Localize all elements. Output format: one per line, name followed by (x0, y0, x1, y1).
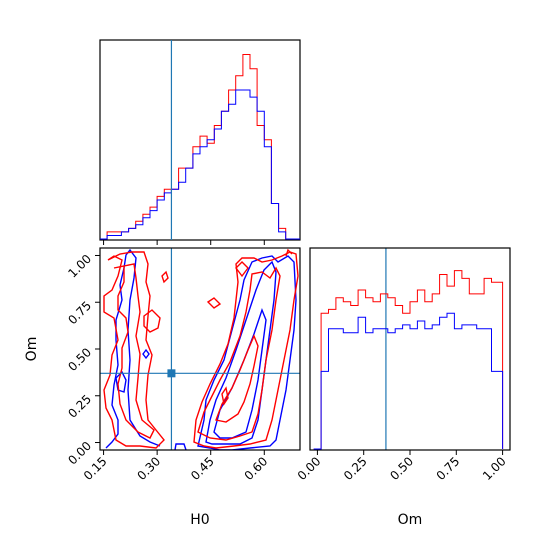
x-axis-label-om: Om (398, 512, 423, 528)
contour-red-left-outer (103, 251, 165, 449)
hist-h0-frame (99, 39, 301, 241)
hist-om-ticks: 0.00 0.25 0.50 0.75 1.00 (295, 450, 509, 483)
contour-red-small-3 (161, 270, 169, 284)
contour-blue-left-inner (115, 370, 127, 393)
contour-red-small-4 (221, 386, 229, 406)
contour-series (103, 248, 299, 450)
contour-red-small-2 (235, 261, 249, 278)
contour-red-right-outer (193, 251, 299, 449)
y-axis-label-om: Om (24, 337, 40, 362)
x-tick-label: 0.00 (295, 454, 324, 483)
hist-h0-series (100, 54, 300, 240)
contour-red-small-1 (206, 297, 222, 309)
x-tick-label: 0.60 (242, 454, 271, 483)
contour-red-top-right-peak (285, 248, 293, 257)
truth-marker (167, 369, 176, 378)
y-tick-label: 0.25 (65, 392, 94, 421)
x-tick-label: 1.00 (480, 454, 509, 483)
x-tick-label: 0.45 (188, 454, 217, 483)
hist-h0-ticks (103, 240, 265, 245)
contour-blue-diamond (142, 348, 150, 360)
truth-lines (100, 40, 387, 450)
contour-red-right-inner (215, 334, 259, 423)
y-tick-label: 0.75 (65, 298, 94, 327)
contour-red (103, 248, 299, 449)
y-tick-label: 1.00 (65, 252, 94, 281)
panel-hist-om: 0.00 0.25 0.50 0.75 1.00 Om (295, 247, 511, 528)
contour-red-left-mid (113, 263, 155, 439)
hist-om-series (313, 270, 504, 450)
contour-blue-right-outer (197, 255, 297, 450)
y-tick-label: 0.50 (65, 345, 94, 374)
panel-contour-h0-om: 0.15 0.30 0.45 0.600.000.250.500.751.00 H0 … (24, 40, 387, 528)
hist-om-frame (309, 247, 511, 451)
x-tick-label: 0.50 (387, 454, 416, 483)
hist-series-blue (100, 89, 300, 240)
x-tick-label: 0.15 (81, 454, 110, 483)
hist-series-red (313, 270, 504, 450)
contour-blue-bottom-blip (174, 443, 187, 450)
x-tick-label: 0.25 (341, 454, 370, 483)
contour-red-left-inner (143, 309, 161, 333)
hist-series-blue (313, 312, 504, 450)
contour-ticks: 0.15 0.30 0.45 0.600.000.250.500.751.00 (65, 252, 270, 483)
x-tick-label: 0.75 (434, 454, 463, 483)
contour-red-right-mid (197, 266, 281, 441)
contour-blue-left-outer (105, 248, 161, 449)
x-tick-label: 0.30 (134, 454, 163, 483)
x-axis-label-h0: H0 (190, 512, 209, 528)
panel-hist-h0 (99, 39, 301, 245)
